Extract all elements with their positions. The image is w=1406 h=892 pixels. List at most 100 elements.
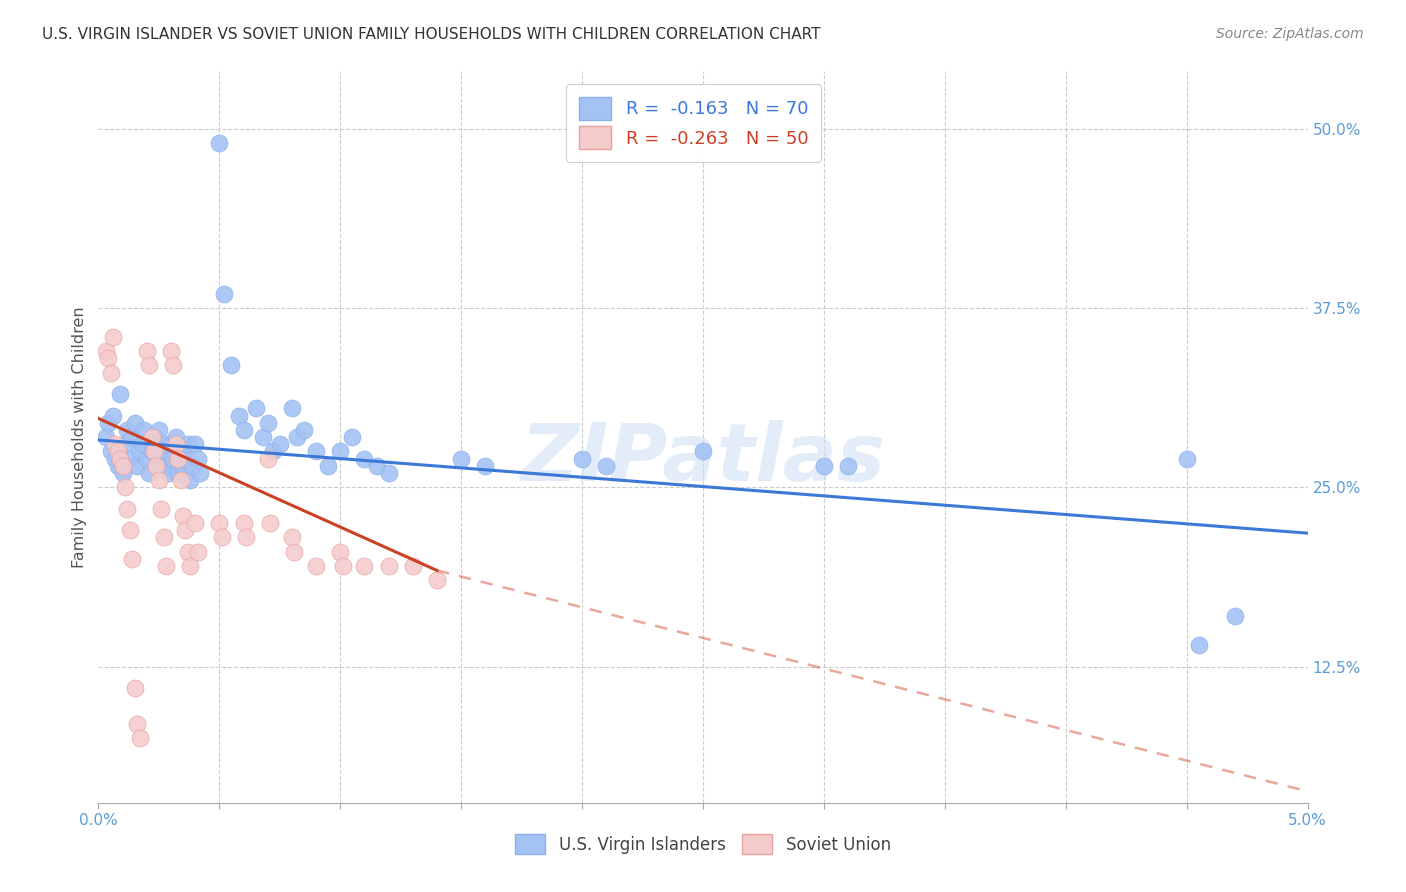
- Y-axis label: Family Households with Children: Family Households with Children: [72, 306, 87, 568]
- Point: [135, 344, 157, 359]
- Point: [692, 444, 714, 458]
- Point: [292, 423, 315, 437]
- Point: [165, 430, 187, 444]
- Point: [135, 451, 157, 466]
- Point: [104, 451, 127, 466]
- Point: [152, 531, 174, 545]
- Point: [211, 531, 233, 545]
- Point: [107, 444, 129, 458]
- Point: [118, 524, 141, 538]
- Point: [124, 416, 146, 430]
- Point: [184, 516, 207, 530]
- Point: [162, 359, 184, 373]
- Point: [114, 480, 136, 494]
- Point: [353, 451, 375, 466]
- Point: [245, 401, 267, 416]
- Point: [107, 458, 129, 473]
- Point: [121, 552, 143, 566]
- Point: [571, 451, 593, 466]
- Point: [184, 437, 207, 451]
- Point: [329, 444, 352, 458]
- Point: [285, 430, 308, 444]
- Point: [283, 545, 305, 559]
- Point: [329, 545, 352, 559]
- Point: [212, 286, 235, 301]
- Point: [256, 451, 278, 466]
- Point: [228, 409, 250, 423]
- Point: [118, 451, 141, 466]
- Point: [426, 574, 449, 588]
- Point: [100, 366, 122, 380]
- Point: [187, 451, 209, 466]
- Point: [342, 430, 364, 444]
- Point: [152, 437, 174, 451]
- Point: [143, 444, 166, 458]
- Point: [269, 437, 291, 451]
- Point: [305, 559, 328, 574]
- Point: [127, 717, 149, 731]
- Point: [1188, 638, 1211, 652]
- Point: [177, 437, 200, 451]
- Point: [143, 430, 166, 444]
- Point: [124, 681, 146, 695]
- Point: [111, 466, 134, 480]
- Point: [366, 458, 388, 473]
- Point: [281, 401, 304, 416]
- Point: [148, 423, 170, 437]
- Point: [256, 416, 278, 430]
- Point: [232, 516, 254, 530]
- Point: [128, 444, 150, 458]
- Point: [221, 359, 243, 373]
- Point: [377, 559, 399, 574]
- Point: [145, 458, 167, 473]
- Point: [97, 351, 120, 366]
- Point: [259, 516, 281, 530]
- Point: [402, 559, 425, 574]
- Point: [181, 458, 204, 473]
- Point: [172, 508, 194, 523]
- Point: [141, 444, 163, 458]
- Point: [169, 444, 191, 458]
- Point: [595, 458, 617, 473]
- Point: [167, 466, 190, 480]
- Point: [305, 444, 328, 458]
- Point: [235, 531, 257, 545]
- Point: [114, 437, 136, 451]
- Point: [232, 423, 254, 437]
- Point: [177, 545, 200, 559]
- Text: U.S. VIRGIN ISLANDER VS SOVIET UNION FAMILY HOUSEHOLDS WITH CHILDREN CORRELATION: U.S. VIRGIN ISLANDER VS SOVIET UNION FAM…: [42, 27, 821, 42]
- Point: [188, 466, 211, 480]
- Point: [117, 501, 139, 516]
- Point: [117, 423, 139, 437]
- Point: [104, 437, 127, 451]
- Point: [131, 437, 153, 451]
- Point: [141, 430, 163, 444]
- Point: [150, 451, 173, 466]
- Point: [108, 451, 131, 466]
- Point: [155, 559, 177, 574]
- Point: [174, 451, 197, 466]
- Point: [169, 473, 191, 487]
- Point: [100, 444, 122, 458]
- Point: [160, 437, 183, 451]
- Point: [155, 458, 177, 473]
- Point: [174, 524, 197, 538]
- Point: [262, 444, 284, 458]
- Point: [157, 466, 180, 480]
- Point: [97, 416, 120, 430]
- Point: [353, 559, 375, 574]
- Point: [332, 559, 354, 574]
- Point: [316, 458, 339, 473]
- Point: [138, 359, 160, 373]
- Point: [145, 444, 167, 458]
- Point: [150, 501, 173, 516]
- Point: [208, 516, 231, 530]
- Text: Source: ZipAtlas.com: Source: ZipAtlas.com: [1216, 27, 1364, 41]
- Point: [837, 458, 859, 473]
- Point: [134, 423, 156, 437]
- Point: [377, 466, 399, 480]
- Point: [450, 451, 472, 466]
- Point: [121, 430, 143, 444]
- Point: [281, 531, 304, 545]
- Point: [167, 451, 190, 466]
